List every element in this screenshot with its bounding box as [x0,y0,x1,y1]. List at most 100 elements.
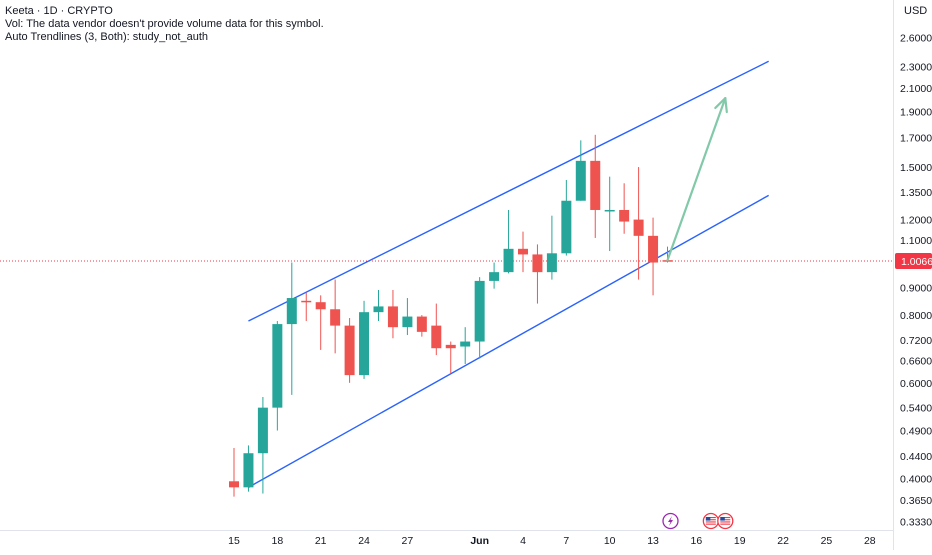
candle-body [373,306,384,313]
candle-body [474,280,485,342]
candle-body [604,209,615,212]
candle-bullish [402,298,413,336]
flag-stripe [705,519,716,521]
candle-bearish [532,244,543,304]
candle-body [445,344,456,349]
candle-body [229,481,239,488]
candle-bullish [575,140,586,201]
flag-stripe [720,517,731,519]
time-tick-label: 10 [604,535,616,547]
flag-stripe [705,523,716,525]
lightning-icon [662,512,679,530]
candle-body [272,324,283,408]
candle-bearish [315,295,326,350]
price-tick-label: 2.1000 [900,83,932,95]
candle-bullish [460,327,471,364]
candle-bearish [416,315,427,337]
candle-bullish [546,215,557,280]
candle-body [575,160,586,201]
candle-body [359,312,370,376]
candle-body [243,453,254,488]
time-tick-label: 15 [228,535,240,547]
candle-body [561,200,572,254]
indicator-label[interactable]: Auto Trendlines (3, Both): study_not_aut… [5,31,209,43]
time-tick-label: 19 [734,535,746,547]
flag-stripe [720,523,731,525]
candle-body [546,253,557,273]
candle-bullish [604,176,615,252]
us-flag-icon [702,512,719,530]
candle-body [619,209,630,222]
price-tick-label: 2.6000 [900,33,932,45]
candle-bearish [229,447,239,497]
candle-bearish [344,318,355,383]
flag-stripe [720,519,731,521]
time-tick-label: 4 [520,535,526,547]
candle-body [503,248,514,273]
symbol-title[interactable]: Keeta · 1D · CRYPTO [5,5,113,17]
candle-body [518,248,528,255]
arrow-head-left [714,97,727,110]
time-tick-label: 22 [777,535,789,547]
price-tick-label: 0.4400 [900,451,932,463]
drawing-layer [0,60,893,488]
price-tick-label: 0.3650 [900,495,932,507]
candle-body [489,272,500,281]
candle-bullish [474,277,485,359]
price-axis-background [893,0,932,550]
time-tick-label: Jun [470,535,489,547]
price-tick-label: 1.2000 [900,215,932,227]
candle-bullish [286,262,297,395]
price-tick-label: 1.3500 [900,187,932,199]
price-tick-label: 0.4000 [900,473,932,485]
candle-body [344,325,355,376]
volume-notice: Vol: The data vendor doesn't provide vol… [5,18,324,30]
price-tick-label: 0.6600 [900,355,932,367]
candle-bullish [272,321,283,431]
candles-layer [229,134,673,497]
candle-bullish [257,396,268,494]
candle-bearish [301,292,312,322]
candle-body [431,325,442,349]
us-flag-icon [717,512,734,530]
price-tick-label: 0.8000 [900,310,932,322]
candle-body [633,219,644,236]
candle-bearish [518,231,528,273]
time-tick-label: 21 [315,535,327,547]
price-tick-label: 1.7000 [900,133,932,145]
price-tick-label: 0.3330 [900,517,932,529]
flag-badge [702,512,719,530]
price-tick-label: 2.3000 [900,61,932,73]
flag-canton [720,517,725,521]
time-tick-label: 27 [402,535,414,547]
flag-canton [705,517,711,521]
candle-body [402,316,413,328]
candle-bearish [387,289,398,339]
overlay-layer [662,97,734,530]
time-tick-label: 18 [272,535,284,547]
candle-bearish [619,183,630,234]
candle-bearish [633,167,644,280]
flag-badge [717,512,734,530]
candle-body [301,300,312,303]
flag-stripe [705,521,716,523]
time-tick-label: 28 [864,535,876,547]
time-axis[interactable]: 15 18 21 24 27 Jun 4 7 10 13 16 19 22 25 28 [0,530,893,548]
lightning-glyph [668,516,673,526]
price-axis[interactable]: USD 2.6000 2.3000 2.1000 1.9000 1.7000 1.5000 1… [893,0,932,550]
candle-bearish [648,217,659,296]
candle-body [330,309,341,326]
candle-bullish [243,445,254,492]
flag-stripe [720,521,731,523]
price-tick-label: 1.1000 [900,235,932,247]
candle-bullish [489,262,500,289]
time-tick-label: 16 [691,535,703,547]
arrow-shaft [666,97,727,262]
trendline-upper [248,60,769,322]
candle-body [257,407,268,454]
candle-body [590,160,601,210]
candle-body [387,306,398,328]
candle-bearish [330,279,341,354]
